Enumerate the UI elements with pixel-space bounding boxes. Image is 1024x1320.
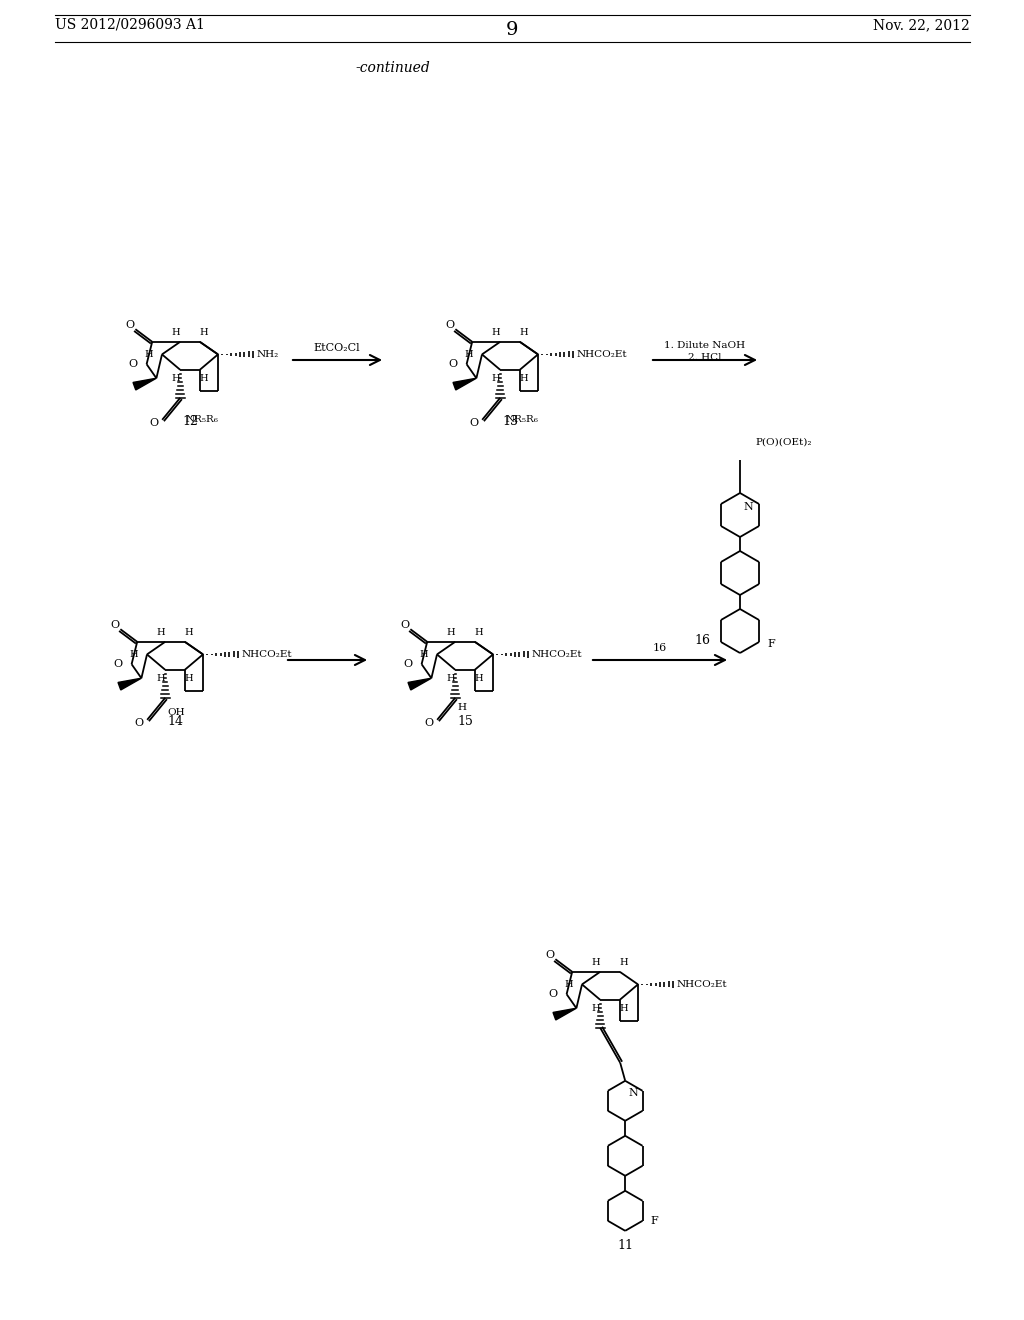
Text: NHCO₂Et: NHCO₂Et xyxy=(532,649,583,659)
Text: H: H xyxy=(420,649,428,659)
Text: O: O xyxy=(150,418,159,428)
Text: 14: 14 xyxy=(167,715,183,729)
Text: 16: 16 xyxy=(653,643,667,653)
Text: H: H xyxy=(620,958,628,968)
Polygon shape xyxy=(408,678,431,690)
Text: H: H xyxy=(172,329,180,338)
Text: EtCO₂Cl: EtCO₂Cl xyxy=(313,343,360,352)
Text: H: H xyxy=(620,1005,628,1014)
Text: F: F xyxy=(767,639,775,649)
Text: NHCO₂Et: NHCO₂Et xyxy=(242,649,293,659)
Text: 15: 15 xyxy=(457,715,473,729)
Text: H: H xyxy=(464,350,473,359)
Text: O: O xyxy=(134,718,143,727)
Text: -continued: -continued xyxy=(355,61,430,75)
Text: H: H xyxy=(184,628,194,638)
Text: H: H xyxy=(474,628,483,638)
Text: H: H xyxy=(592,1005,600,1014)
Text: H: H xyxy=(592,958,600,968)
Text: O: O xyxy=(403,659,413,669)
Polygon shape xyxy=(553,1008,577,1020)
Text: 9: 9 xyxy=(506,21,518,40)
Text: H: H xyxy=(172,375,180,383)
Text: NH₂: NH₂ xyxy=(257,350,280,359)
Text: 13: 13 xyxy=(502,414,518,428)
Text: H: H xyxy=(457,704,466,713)
Text: H: H xyxy=(200,375,208,383)
Polygon shape xyxy=(118,678,141,690)
Text: O: O xyxy=(470,418,479,428)
Text: H: H xyxy=(519,375,528,383)
Text: 2. HCl: 2. HCl xyxy=(688,354,722,363)
Text: P(O)(OEt)₂: P(O)(OEt)₂ xyxy=(755,437,811,446)
Text: H: H xyxy=(446,675,456,684)
Text: NHCO₂Et: NHCO₂Et xyxy=(577,350,628,359)
Text: O: O xyxy=(445,321,455,330)
Text: 1. Dilute NaOH: 1. Dilute NaOH xyxy=(665,342,745,351)
Text: O: O xyxy=(425,718,434,727)
Text: H: H xyxy=(129,649,138,659)
Text: 16: 16 xyxy=(694,635,710,648)
Text: H: H xyxy=(492,329,501,338)
Text: Nov. 22, 2012: Nov. 22, 2012 xyxy=(873,18,970,32)
Text: O: O xyxy=(400,620,410,630)
Text: H: H xyxy=(144,350,153,359)
Text: H: H xyxy=(446,628,456,638)
Text: H: H xyxy=(519,329,528,338)
Text: H: H xyxy=(157,628,166,638)
Polygon shape xyxy=(453,379,476,389)
Text: H: H xyxy=(492,375,501,383)
Text: 12: 12 xyxy=(182,414,198,428)
Text: O: O xyxy=(549,989,558,999)
Text: OH: OH xyxy=(167,709,184,717)
Text: NR₅R₆: NR₅R₆ xyxy=(505,416,538,424)
Text: N: N xyxy=(629,1088,638,1098)
Text: H: H xyxy=(474,675,483,684)
Text: H: H xyxy=(157,675,166,684)
Text: N: N xyxy=(743,502,753,512)
Text: O: O xyxy=(128,359,137,370)
Text: O: O xyxy=(114,659,123,669)
Text: NR₅R₆: NR₅R₆ xyxy=(185,416,218,424)
Text: F: F xyxy=(650,1216,658,1226)
Text: O: O xyxy=(449,359,458,370)
Text: US 2012/0296093 A1: US 2012/0296093 A1 xyxy=(55,18,205,32)
Text: O: O xyxy=(111,620,120,630)
Text: H: H xyxy=(564,979,573,989)
Text: NHCO₂Et: NHCO₂Et xyxy=(677,979,728,989)
Text: O: O xyxy=(126,321,135,330)
Polygon shape xyxy=(133,379,157,389)
Text: H: H xyxy=(184,675,194,684)
Text: H: H xyxy=(200,329,208,338)
Text: 11: 11 xyxy=(617,1239,633,1253)
Text: O: O xyxy=(546,950,555,960)
